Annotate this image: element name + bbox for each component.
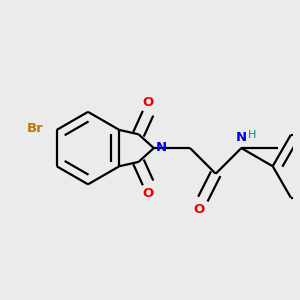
Text: O: O bbox=[142, 97, 154, 110]
Text: O: O bbox=[194, 203, 205, 216]
Text: N: N bbox=[236, 131, 247, 144]
Text: Br: Br bbox=[26, 122, 43, 135]
Text: N: N bbox=[156, 141, 167, 154]
Text: O: O bbox=[142, 187, 154, 200]
Text: H: H bbox=[248, 130, 256, 140]
